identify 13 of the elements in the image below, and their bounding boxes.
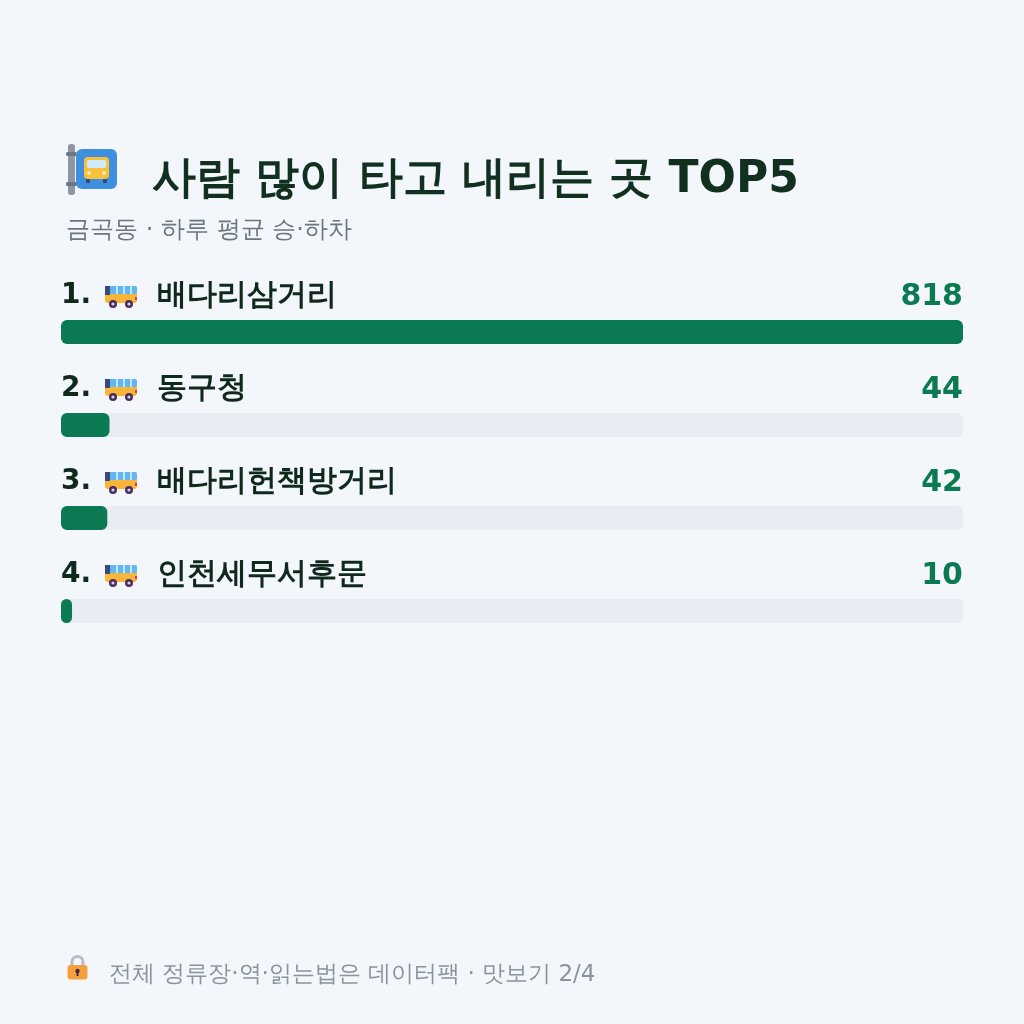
data-label: 10 (921, 555, 963, 591)
data-label: 44 (921, 369, 963, 405)
category-label: 1. 배다리삼거리 (61, 275, 337, 311)
category-label: 2. 동구청 (61, 368, 247, 404)
chart-title: 사람 많이 타고 내리는 곳 TOP5 (152, 150, 799, 202)
bar (61, 413, 110, 437)
chart-subtitle: 금곡동 · 하루 평균 승·하차 (66, 215, 352, 243)
data-label: 818 (900, 276, 963, 312)
category-label: 4. 인천세무서후문 (61, 554, 367, 590)
text: 전체 정류장·역·읽는법은 데이터팩 · 맛보기 2/4 (109, 960, 596, 986)
data-label: 42 (921, 462, 963, 498)
category-label: 3. 배다리헌책방거리 (61, 461, 397, 497)
bar (61, 506, 108, 530)
